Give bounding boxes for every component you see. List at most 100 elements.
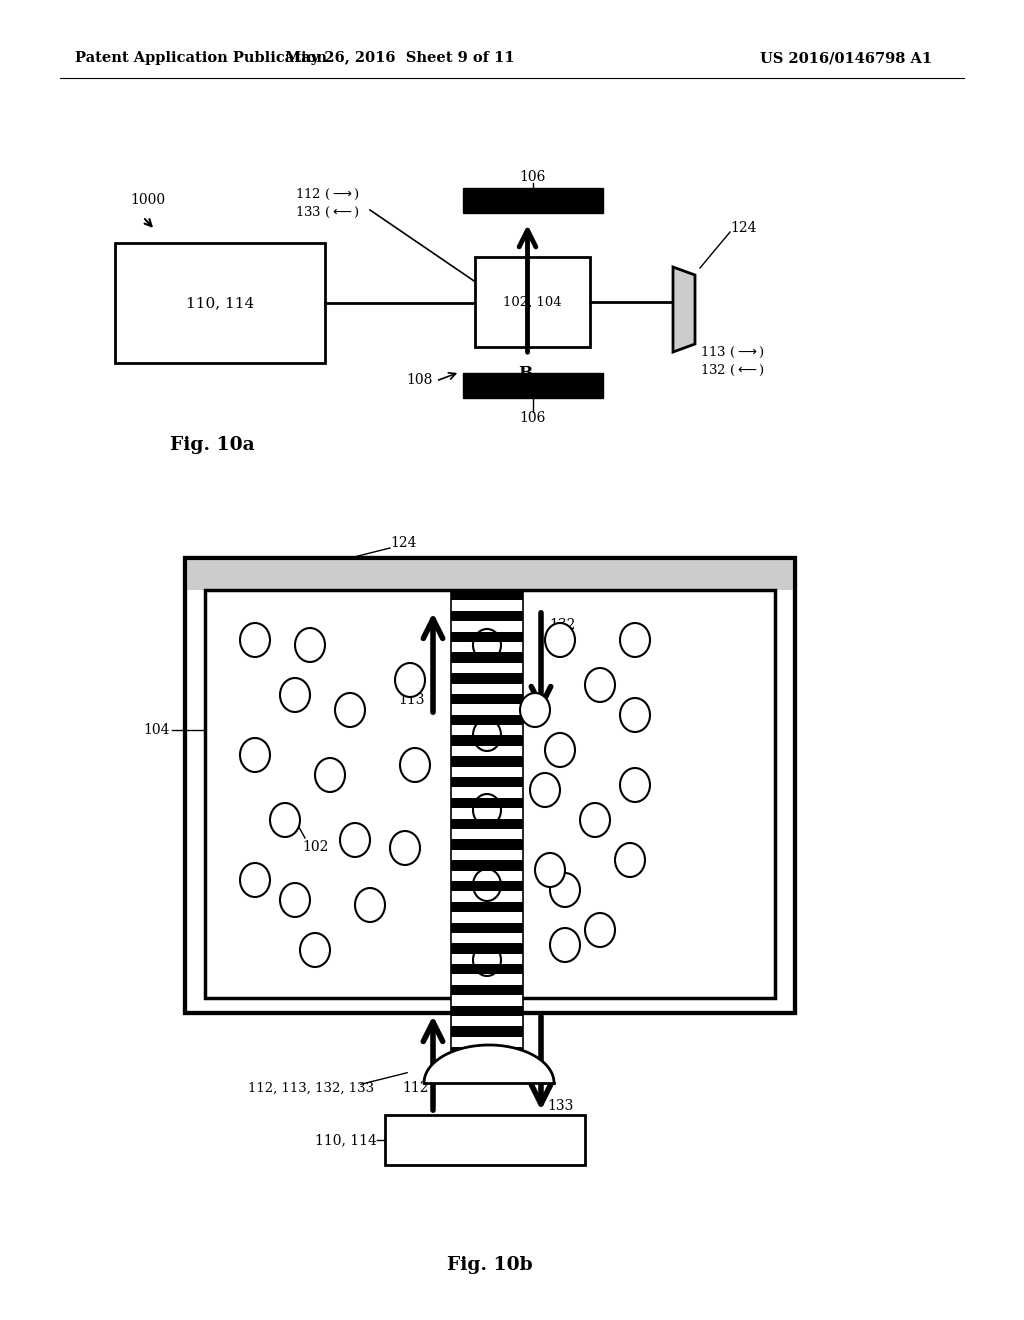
- Bar: [451, 964, 523, 974]
- Ellipse shape: [240, 863, 270, 898]
- Ellipse shape: [535, 853, 565, 887]
- Ellipse shape: [530, 774, 560, 807]
- Bar: [451, 756, 523, 767]
- Bar: [451, 642, 523, 652]
- Ellipse shape: [280, 678, 310, 711]
- Bar: [463, 187, 602, 213]
- Text: 104: 104: [143, 723, 170, 737]
- Bar: [451, 746, 523, 756]
- Bar: [451, 880, 523, 891]
- Bar: [451, 808, 523, 818]
- Bar: [451, 912, 523, 923]
- Bar: [451, 631, 523, 642]
- Text: 1000: 1000: [130, 193, 165, 207]
- Ellipse shape: [240, 738, 270, 772]
- Ellipse shape: [335, 693, 365, 727]
- Text: 133: 133: [547, 1100, 573, 1113]
- Text: 132: 132: [549, 618, 575, 632]
- Ellipse shape: [390, 832, 420, 865]
- Ellipse shape: [545, 623, 575, 657]
- Bar: [451, 818, 523, 829]
- Bar: [451, 1016, 523, 1027]
- Bar: [451, 725, 523, 735]
- Bar: [451, 923, 523, 933]
- Ellipse shape: [620, 623, 650, 657]
- Bar: [451, 1057, 523, 1068]
- Bar: [451, 705, 523, 714]
- Text: 108: 108: [407, 374, 433, 387]
- Text: 124: 124: [730, 220, 757, 235]
- Text: May 26, 2016  Sheet 9 of 11: May 26, 2016 Sheet 9 of 11: [286, 51, 515, 65]
- Ellipse shape: [585, 668, 615, 702]
- Bar: [451, 944, 523, 953]
- Bar: [451, 902, 523, 912]
- Polygon shape: [424, 1045, 554, 1082]
- Ellipse shape: [580, 803, 610, 837]
- Bar: [463, 374, 602, 399]
- Bar: [185, 558, 795, 1012]
- Ellipse shape: [315, 758, 345, 792]
- Ellipse shape: [545, 733, 575, 767]
- Text: 110, 114: 110, 114: [315, 1133, 377, 1147]
- Bar: [451, 714, 523, 725]
- Text: 132 ($\longleftarrow$): 132 ($\longleftarrow$): [700, 363, 765, 378]
- Bar: [185, 558, 795, 590]
- Bar: [451, 985, 523, 995]
- Bar: [451, 673, 523, 684]
- Bar: [451, 767, 523, 777]
- Text: 110, 114: 110, 114: [186, 296, 254, 310]
- Text: 124: 124: [390, 536, 417, 550]
- Ellipse shape: [400, 748, 430, 781]
- Text: Fig. 10b: Fig. 10b: [447, 1257, 532, 1274]
- Text: 106: 106: [519, 170, 546, 183]
- Ellipse shape: [340, 822, 370, 857]
- Ellipse shape: [300, 933, 330, 968]
- Bar: [205, 590, 775, 998]
- Bar: [451, 622, 523, 631]
- Bar: [451, 601, 523, 611]
- Ellipse shape: [550, 873, 580, 907]
- Text: B: B: [518, 366, 532, 381]
- Bar: [115, 243, 325, 363]
- Bar: [451, 840, 523, 850]
- Bar: [451, 974, 523, 985]
- Ellipse shape: [280, 883, 310, 917]
- Bar: [451, 995, 523, 1006]
- Ellipse shape: [585, 913, 615, 946]
- Bar: [451, 735, 523, 746]
- Text: 113: 113: [398, 693, 425, 708]
- Ellipse shape: [295, 628, 325, 663]
- Bar: [451, 797, 523, 808]
- Bar: [451, 871, 523, 880]
- Text: 106: 106: [519, 411, 546, 425]
- Bar: [451, 694, 523, 705]
- Ellipse shape: [395, 663, 425, 697]
- Bar: [451, 611, 523, 622]
- Bar: [451, 861, 523, 871]
- Bar: [451, 663, 523, 673]
- Ellipse shape: [620, 768, 650, 803]
- Bar: [451, 684, 523, 694]
- Ellipse shape: [615, 843, 645, 876]
- Bar: [451, 590, 523, 1068]
- Bar: [451, 933, 523, 944]
- Bar: [385, 1115, 585, 1166]
- Bar: [451, 1006, 523, 1016]
- Polygon shape: [673, 267, 695, 352]
- Bar: [475, 257, 590, 347]
- Text: Fig. 10a: Fig. 10a: [170, 436, 254, 454]
- Bar: [451, 850, 523, 861]
- Ellipse shape: [355, 888, 385, 921]
- Bar: [451, 1036, 523, 1047]
- Text: 113 ($\longrightarrow$): 113 ($\longrightarrow$): [700, 345, 765, 359]
- Ellipse shape: [620, 698, 650, 733]
- Text: 102: 102: [302, 840, 329, 854]
- Text: 133 ($\longleftarrow$): 133 ($\longleftarrow$): [295, 205, 360, 219]
- Ellipse shape: [270, 803, 300, 837]
- Bar: [451, 788, 523, 797]
- Bar: [451, 652, 523, 663]
- Bar: [451, 1027, 523, 1036]
- Bar: [451, 891, 523, 902]
- Bar: [451, 590, 523, 601]
- Bar: [451, 1047, 523, 1057]
